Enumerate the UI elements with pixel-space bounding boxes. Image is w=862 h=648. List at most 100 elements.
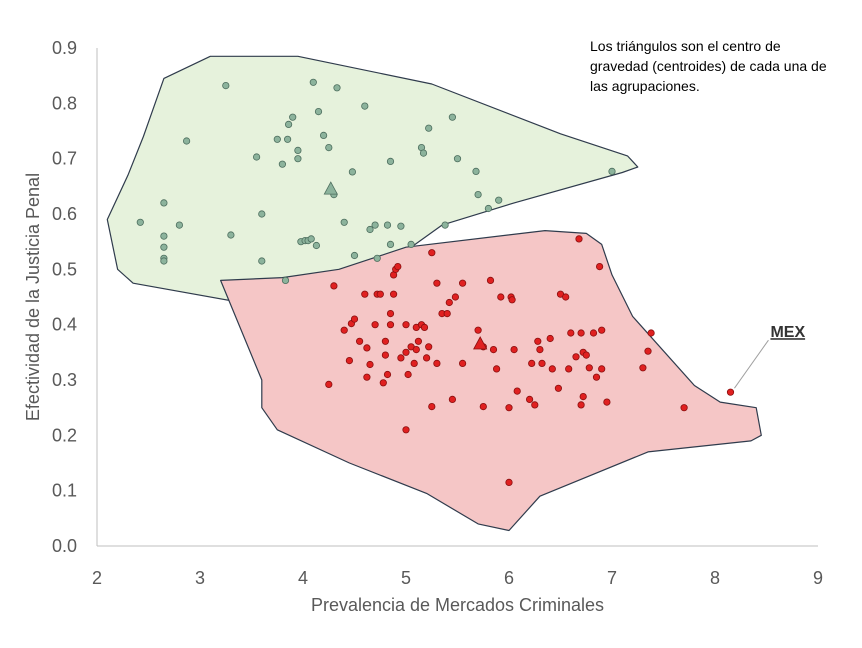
red-data-point: [414, 337, 422, 345]
green-data-point: [183, 137, 191, 145]
green-data-point: [319, 131, 328, 139]
red-data-point: [381, 351, 389, 359]
green-data-point: [386, 157, 395, 165]
green-data-point: [309, 78, 317, 86]
red-data-point: [345, 356, 353, 365]
red-data-point: [548, 365, 556, 373]
y-axis-title: Efectividad de la Justicia Penal: [23, 173, 43, 421]
red-data-point: [585, 364, 593, 372]
red-data-point: [433, 359, 441, 367]
red-data-point: [479, 402, 487, 411]
axes: [96, 48, 818, 547]
red-data-point: [528, 359, 536, 367]
green-data-point: [472, 167, 480, 175]
red-data-point: [579, 392, 587, 401]
red-data-point: [538, 359, 546, 367]
data-points: [136, 78, 735, 486]
red-data-point: [340, 326, 348, 334]
green-data-point: [350, 251, 359, 260]
x-tick-labels: 2 3 4 5 6 7 8 9: [92, 568, 823, 588]
green-data-point: [383, 221, 392, 229]
red-cluster-hull: [220, 230, 762, 532]
red-data-point: [443, 309, 451, 318]
green-data-point: [175, 221, 183, 229]
red-data-point: [505, 478, 513, 486]
green-data-point: [253, 153, 261, 161]
red-data-point: [428, 249, 436, 257]
red-data-point: [513, 387, 521, 395]
green-data-point: [136, 218, 144, 226]
red-data-point: [445, 298, 453, 307]
x-tick-label: 4: [298, 568, 308, 588]
red-data-point: [505, 404, 513, 412]
red-data-point: [404, 370, 412, 379]
red-data-point: [420, 323, 429, 331]
green-data-point: [453, 155, 462, 163]
green-data-point: [227, 231, 235, 239]
red-data-point: [361, 290, 369, 298]
green-data-point: [425, 124, 433, 132]
red-data-point: [582, 351, 590, 359]
red-data-point: [489, 345, 498, 354]
green-data-point: [419, 149, 428, 157]
chart-annotation: Los triángulos son el centro de gravedad…: [590, 38, 827, 94]
y-tick-label: 0.8: [52, 93, 77, 113]
red-data-point: [410, 359, 418, 367]
red-data-point: [433, 279, 441, 287]
red-data-point: [577, 401, 585, 409]
red-data-point: [603, 398, 611, 406]
y-tick-label: 0.0: [52, 536, 77, 556]
red-data-point: [486, 276, 495, 284]
red-centroid-triangle: [473, 336, 488, 350]
red-data-point: [425, 343, 433, 351]
red-data-point: [428, 402, 436, 411]
red-data-point: [592, 373, 601, 381]
x-tick-label: 5: [401, 568, 411, 588]
red-data-point: [394, 262, 402, 271]
centroids: [323, 181, 488, 350]
green-data-point: [284, 120, 293, 129]
red-data-point: [355, 337, 364, 345]
red-data-point: [589, 329, 598, 337]
red-data-point: [565, 365, 573, 373]
green-data-point: [495, 196, 503, 204]
red-data-point: [402, 348, 410, 356]
red-data-point: [562, 293, 570, 301]
x-tick-label: 3: [195, 568, 205, 588]
green-data-point: [361, 102, 369, 110]
red-data-point: [554, 384, 563, 392]
mex-leader-line: [734, 339, 769, 389]
red-data-point: [534, 337, 542, 345]
red-data-point: [363, 344, 371, 352]
x-tick-label: 2: [92, 568, 102, 588]
red-data-point: [536, 345, 544, 354]
y-tick-label: 0.5: [52, 259, 77, 279]
red-data-point: [595, 262, 604, 271]
red-data-point: [448, 395, 456, 403]
green-data-point: [160, 232, 168, 240]
green-data-point: [289, 113, 297, 121]
green-data-point: [281, 276, 290, 284]
red-data-point: [497, 293, 505, 301]
green-data-point: [294, 155, 302, 163]
mex-label: MEX: [770, 324, 805, 341]
red-data-point: [386, 321, 395, 329]
red-data-point: [726, 388, 735, 396]
red-data-point: [325, 380, 333, 388]
red-data-point: [379, 379, 387, 387]
y-tick-label: 0.9: [52, 38, 77, 58]
green-data-point: [484, 204, 492, 213]
red-data-point: [492, 365, 501, 373]
red-data-point: [350, 315, 359, 323]
red-data-point: [366, 360, 374, 369]
x-axis-title: Prevalencia de Mercados Criminales: [311, 595, 604, 615]
red-data-point: [386, 309, 395, 318]
red-data-point: [402, 426, 410, 434]
red-data-point: [422, 354, 431, 362]
green-data-point: [312, 241, 320, 250]
x-tick-label: 6: [504, 568, 514, 588]
green-data-point: [258, 210, 266, 218]
red-data-point: [575, 235, 583, 243]
green-data-point: [314, 108, 323, 116]
